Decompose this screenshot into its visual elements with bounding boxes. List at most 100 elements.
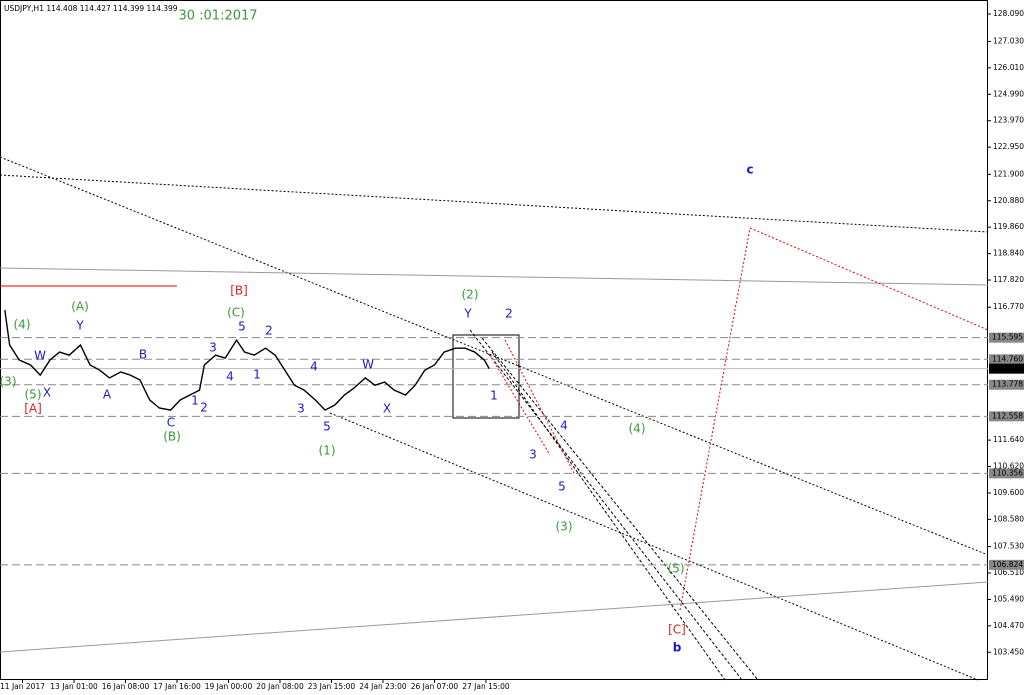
wave-label: [B] bbox=[230, 284, 248, 298]
x-tick-label: 19 Jan 00:00 bbox=[205, 682, 253, 691]
current-tag bbox=[989, 363, 1024, 374]
y-tick-label: 119.860 bbox=[993, 222, 1024, 231]
wave-label: (1) bbox=[319, 444, 336, 458]
level-tag bbox=[989, 354, 1024, 365]
trend-line bbox=[0, 267, 989, 286]
wave-label: 1 bbox=[253, 368, 261, 382]
level-tag bbox=[989, 468, 1024, 479]
y-tick-label: 110.620 bbox=[993, 462, 1024, 471]
wave-label: Y bbox=[75, 319, 84, 333]
wave-label: Y bbox=[463, 307, 472, 321]
level-label: 115.595 bbox=[992, 333, 1023, 342]
level-tag bbox=[989, 332, 1024, 343]
wave-label: 2 bbox=[265, 324, 273, 338]
level-label: 106.824 bbox=[992, 560, 1023, 569]
wave-label: (A) bbox=[71, 300, 89, 314]
wave-label: [A] bbox=[24, 402, 42, 416]
level-tag bbox=[989, 379, 1024, 390]
y-tick-label: 118.840 bbox=[993, 249, 1024, 258]
channel-line bbox=[491, 351, 726, 681]
wave-label: (B) bbox=[163, 430, 181, 444]
trend-line bbox=[0, 174, 989, 233]
wave-label: 1 bbox=[490, 389, 498, 403]
wave-label: 5 bbox=[558, 480, 566, 494]
wave-label: (5) bbox=[25, 388, 42, 402]
level-label: 110.356 bbox=[992, 468, 1023, 477]
y-tick-label: 109.600 bbox=[993, 488, 1024, 497]
wave-label: b bbox=[673, 641, 682, 655]
y-tick-label: 122.950 bbox=[993, 142, 1024, 151]
wave-label: (3) bbox=[0, 375, 17, 389]
wave-label: 4 bbox=[226, 370, 234, 384]
wave-label: C bbox=[167, 416, 175, 430]
level-tag bbox=[989, 411, 1024, 422]
x-tick-label: 11 Jan 2017 bbox=[0, 682, 45, 691]
y-tick-label: 120.880 bbox=[993, 196, 1024, 205]
trend-line bbox=[329, 412, 979, 681]
wave-label: A bbox=[103, 388, 112, 402]
wave-label: 3 bbox=[297, 402, 305, 416]
y-tick-label: 103.450 bbox=[993, 647, 1024, 656]
y-tick-label: 121.900 bbox=[993, 169, 1024, 178]
y-tick-label: 107.530 bbox=[993, 542, 1024, 551]
wave-label: 3 bbox=[529, 448, 537, 462]
trend-line bbox=[0, 581, 989, 653]
drawings bbox=[0, 156, 989, 681]
wave-label: (4) bbox=[14, 318, 31, 332]
channel-line bbox=[481, 337, 759, 681]
x-tick-label: 17 Jan 16:00 bbox=[153, 682, 201, 691]
wave-label: W bbox=[34, 349, 46, 363]
wave-label: (5) bbox=[668, 562, 685, 576]
wave-label: 5 bbox=[323, 420, 331, 434]
y-tick-label: 126.010 bbox=[993, 63, 1024, 72]
wave-label: X bbox=[383, 402, 391, 416]
projection-line bbox=[489, 354, 551, 456]
y-tick-label: 108.580 bbox=[993, 514, 1024, 523]
wave-label: (3) bbox=[556, 520, 573, 534]
x-tick-label: 23 Jan 15:00 bbox=[308, 682, 356, 691]
y-tick-label: 106.510 bbox=[993, 568, 1024, 577]
wave-label: 4 bbox=[310, 360, 318, 374]
date-note: 30 :01:2017 bbox=[178, 9, 257, 24]
level-label: 112.558 bbox=[992, 411, 1023, 420]
level-tag bbox=[989, 559, 1024, 570]
x-tick-label: 13 Jan 01:00 bbox=[50, 682, 98, 691]
x-tick-label: 24 Jan 23:00 bbox=[359, 682, 407, 691]
y-tick-label: 123.970 bbox=[993, 116, 1024, 125]
y-tick-label: 124.990 bbox=[993, 89, 1024, 98]
wave-label: 5 bbox=[238, 320, 246, 334]
y-tick-label: 105.490 bbox=[993, 594, 1024, 603]
wave-label: 2 bbox=[200, 401, 208, 415]
price-line bbox=[4, 309, 490, 411]
trend-line bbox=[0, 156, 989, 556]
wave-label: W bbox=[362, 358, 374, 372]
projection-line bbox=[749, 227, 989, 331]
y-tick-label: 111.640 bbox=[993, 435, 1024, 444]
wave-label: 1 bbox=[191, 394, 199, 408]
wave-label: 2 bbox=[505, 307, 513, 321]
wave-label: [C] bbox=[668, 623, 686, 637]
y-tick-label: 127.030 bbox=[993, 36, 1024, 45]
wave-label: X bbox=[43, 386, 51, 400]
x-tick-label: 27 Jan 15:00 bbox=[462, 682, 510, 691]
channel-line bbox=[469, 329, 743, 681]
wave-label: (2) bbox=[462, 288, 479, 302]
y-tick-label: 117.820 bbox=[993, 275, 1024, 284]
projection-line bbox=[679, 227, 751, 611]
wave-label: (C) bbox=[227, 306, 245, 320]
y-tick-label: 128.090 bbox=[993, 9, 1024, 18]
wave-label: c bbox=[746, 163, 753, 177]
level-label: 113.778 bbox=[992, 380, 1023, 389]
projection-line bbox=[504, 339, 576, 476]
y-tick-label: 116.770 bbox=[993, 302, 1024, 311]
x-tick-label: 26 Jan 07:00 bbox=[411, 682, 459, 691]
wave-label: B bbox=[139, 348, 147, 362]
header: USDJPY,H1 114.408 114.427 114.399 114.39… bbox=[4, 4, 178, 13]
level-label: 114.760 bbox=[992, 354, 1023, 363]
x-tick-label: 20 Jan 08:00 bbox=[256, 682, 304, 691]
wave-label: 4 bbox=[560, 419, 568, 433]
wave-label: 3 bbox=[209, 341, 217, 355]
range-box bbox=[452, 334, 520, 419]
